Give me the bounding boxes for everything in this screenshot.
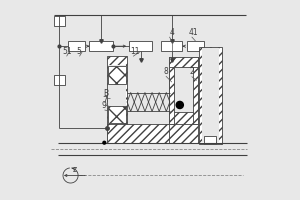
Bar [169, 57, 198, 143]
Text: 11: 11 [130, 47, 140, 56]
Bar [89, 41, 113, 51]
Bar [108, 66, 126, 84]
Bar [161, 41, 182, 51]
Bar [68, 41, 85, 51]
Text: 9: 9 [102, 101, 107, 110]
Bar [170, 57, 197, 124]
Bar [169, 57, 174, 124]
Bar [54, 16, 64, 26]
Bar [108, 65, 126, 124]
Bar [202, 48, 218, 142]
Text: z: z [73, 165, 77, 174]
Text: 51: 51 [63, 47, 72, 56]
Bar [129, 41, 152, 51]
Bar [169, 57, 198, 67]
Text: 2: 2 [190, 67, 194, 76]
Bar [199, 47, 221, 144]
Bar [107, 56, 127, 143]
Text: B: B [103, 89, 109, 98]
Bar [169, 112, 198, 124]
Bar [107, 124, 175, 143]
Bar [204, 136, 215, 144]
Circle shape [176, 101, 183, 109]
Bar [187, 41, 204, 51]
Bar [193, 57, 198, 124]
Circle shape [103, 141, 106, 144]
Text: 8: 8 [164, 67, 169, 76]
Text: 5: 5 [76, 47, 81, 56]
Bar [54, 75, 64, 85]
Text: 41: 41 [189, 28, 198, 37]
Text: 4: 4 [169, 28, 174, 37]
Text: 7: 7 [102, 96, 107, 105]
Bar [108, 106, 126, 123]
